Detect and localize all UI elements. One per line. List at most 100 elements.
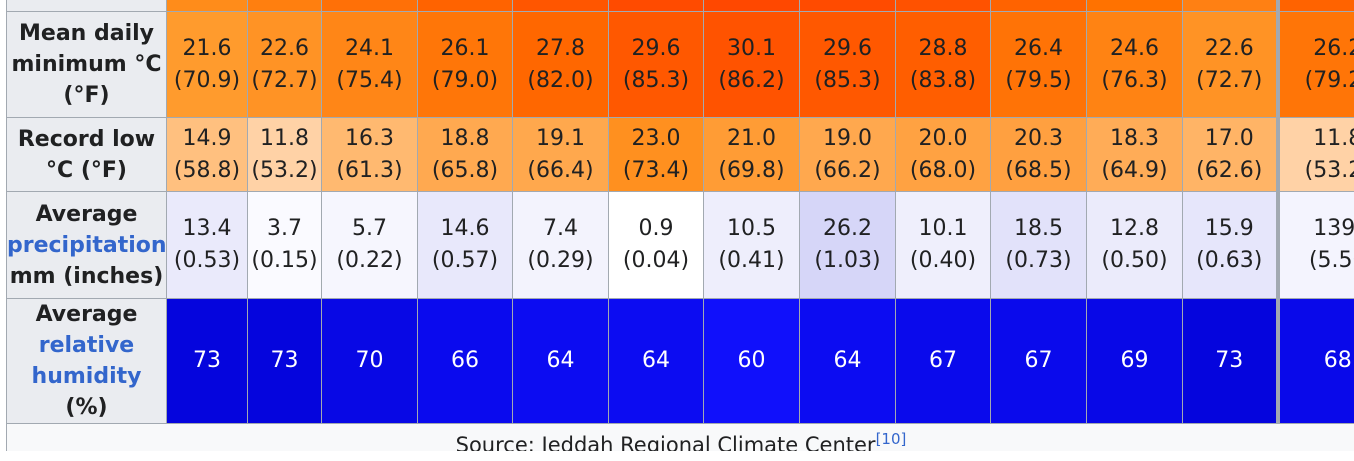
cell-value-metric: 14.6 bbox=[440, 216, 490, 241]
cell-value: 68 bbox=[1323, 348, 1352, 373]
data-cell: 11.8 (53.2) bbox=[247, 117, 322, 192]
cell-value-imperial: (0.63) bbox=[1196, 248, 1263, 273]
data-cell: 73 bbox=[247, 298, 322, 424]
cell-value-metric: 11.8 bbox=[260, 125, 309, 151]
data-cell: 23.0 (73.4) bbox=[608, 117, 704, 192]
cell-value-imperial: (76.3) bbox=[1101, 67, 1168, 93]
cell-value-metric: 3.7 bbox=[267, 216, 302, 241]
cell-value-metric: 21.6 bbox=[182, 35, 232, 61]
data-cell bbox=[321, 0, 418, 12]
cell-value-metric: 24.1 bbox=[345, 35, 394, 61]
row-header-line: °C (°F) bbox=[46, 157, 127, 183]
row-header-link[interactable]: humidity bbox=[31, 364, 142, 389]
cell-value-imperial: (73.4) bbox=[622, 157, 690, 183]
data-cell: 14.9 (58.8) bbox=[166, 117, 248, 192]
data-cell: 28.8 (83.8) bbox=[895, 11, 991, 118]
cell-value-imperial: (53.2) bbox=[251, 157, 318, 183]
cell-value-metric: 17.0 bbox=[1204, 125, 1254, 151]
cell-value-metric: 26.2 bbox=[1313, 35, 1354, 61]
row-header-text: Average bbox=[35, 201, 138, 227]
cell-value-imperial: (0.40) bbox=[909, 248, 977, 273]
data-cell bbox=[166, 0, 248, 12]
data-cell: 12.8 (0.50) bbox=[1086, 191, 1183, 299]
data-cell: 69 bbox=[1086, 298, 1183, 424]
data-cell: 24.1 (75.4) bbox=[321, 11, 418, 118]
data-cell: 13.4 (0.53) bbox=[166, 191, 248, 299]
data-cell: 26.4 (79.5) bbox=[990, 11, 1087, 118]
cell-value-imperial: (70.9) bbox=[173, 67, 241, 93]
cell-value-imperial: (0.41) bbox=[718, 248, 785, 273]
cell-value-metric: 14.9 bbox=[182, 125, 232, 151]
row-header-link[interactable]: precipitation bbox=[7, 232, 167, 258]
cell-value-metric: 27.8 bbox=[536, 35, 585, 61]
cell-value-imperial: (68.0) bbox=[909, 157, 977, 183]
cell-value-metric: 29.6 bbox=[823, 35, 872, 61]
data-cell: 11.8 (53.2) bbox=[1275, 117, 1354, 192]
cell-value-metric: 11.8 bbox=[1313, 125, 1354, 151]
cell-value-imperial: (68.5) bbox=[1005, 157, 1072, 183]
data-cell: 21.6 (70.9) bbox=[166, 11, 248, 118]
cell-value: 73 bbox=[270, 348, 299, 373]
data-cell: 139. (5.50 bbox=[1275, 191, 1354, 299]
row-header-text: (%) bbox=[65, 395, 108, 420]
cell-value: 64 bbox=[546, 348, 575, 373]
cell-value-imperial: (0.22) bbox=[336, 248, 403, 273]
cell-value-imperial: (62.6) bbox=[1196, 157, 1263, 183]
cell-value-imperial: (0.15) bbox=[251, 248, 318, 273]
cell-value-metric: 26.4 bbox=[1014, 35, 1063, 61]
cell-value-imperial: (85.3) bbox=[814, 67, 881, 93]
data-cell: 3.7 (0.15) bbox=[247, 191, 322, 299]
cell-value-metric: 26.2 bbox=[823, 216, 872, 241]
data-cell: 64 bbox=[799, 298, 896, 424]
cell-value-imperial: (82.0) bbox=[527, 67, 594, 93]
cell-value-metric: 0.9 bbox=[638, 216, 674, 241]
data-cell bbox=[1275, 0, 1354, 12]
cell-value-metric: 19.1 bbox=[536, 125, 585, 151]
row-header-text: mm (inches) bbox=[9, 263, 164, 289]
data-cell: 30.1 (86.2) bbox=[703, 11, 800, 118]
table-row: Average relative humidity (%) 73 73 70 66 64 64 6… bbox=[6, 298, 1354, 424]
data-cell: 5.7 (0.22) bbox=[321, 191, 418, 299]
data-cell bbox=[895, 0, 991, 12]
data-cell: 7.4 (0.29) bbox=[512, 191, 609, 299]
row-header-link[interactable]: relative bbox=[38, 333, 135, 358]
row-header-line: minimum °C bbox=[11, 52, 162, 77]
cell-value-metric: 22.6 bbox=[1204, 35, 1254, 61]
cell-value-metric: 16.3 bbox=[345, 125, 394, 151]
row-header: Average relative humidity (%) bbox=[6, 298, 167, 424]
cell-value-imperial: (66.4) bbox=[527, 157, 594, 183]
row-header: Average precipitation mm (inches) bbox=[6, 191, 167, 299]
cell-value-metric: 7.4 bbox=[543, 216, 578, 241]
data-cell: 18.5 (0.73) bbox=[990, 191, 1087, 299]
data-cell: 17.0 (62.6) bbox=[1182, 117, 1278, 192]
cell-value-imperial: (0.57) bbox=[431, 248, 499, 273]
cell-value-metric: 13.4 bbox=[182, 216, 232, 241]
data-cell: 20.0 (68.0) bbox=[895, 117, 991, 192]
data-cell bbox=[1182, 0, 1278, 12]
cell-value-metric: 18.5 bbox=[1014, 216, 1063, 241]
cell-value: 73 bbox=[193, 348, 221, 373]
data-cell: 18.3 (64.9) bbox=[1086, 117, 1183, 192]
row-header-line: (°F) bbox=[63, 83, 110, 108]
table-row: Mean daily minimum °C (°F) 21.6 (70.9) 22.6 (7… bbox=[6, 11, 1354, 118]
data-cell: 10.1 (0.40) bbox=[895, 191, 991, 299]
table-row: Average precipitation mm (inches) 13.4 (0.53… bbox=[6, 191, 1354, 299]
row-header-line: Record low bbox=[17, 126, 156, 152]
cell-value-metric: 5.7 bbox=[352, 216, 387, 241]
cell-value: 64 bbox=[833, 348, 862, 373]
data-cell bbox=[608, 0, 704, 12]
cell-value-metric: 19.0 bbox=[823, 125, 872, 151]
cell-value-metric: 22.6 bbox=[260, 35, 309, 61]
cell-value: 60 bbox=[737, 348, 766, 373]
data-cell bbox=[512, 0, 609, 12]
source-note: Source: Jeddah Regional Climate Center[1… bbox=[6, 423, 1354, 451]
cell-value-imperial: (53.2) bbox=[1304, 157, 1354, 183]
reference-link[interactable]: [10] bbox=[875, 429, 907, 448]
data-cell: 67 bbox=[990, 298, 1087, 424]
data-cell: 22.6 (72.7) bbox=[247, 11, 322, 118]
data-cell: 19.0 (66.2) bbox=[799, 117, 896, 192]
cell-value-metric: 12.8 bbox=[1110, 216, 1159, 241]
row-header-line: Mean daily bbox=[19, 21, 154, 46]
cell-value-imperial: (83.8) bbox=[909, 67, 977, 93]
data-cell: 10.5 (0.41) bbox=[703, 191, 800, 299]
